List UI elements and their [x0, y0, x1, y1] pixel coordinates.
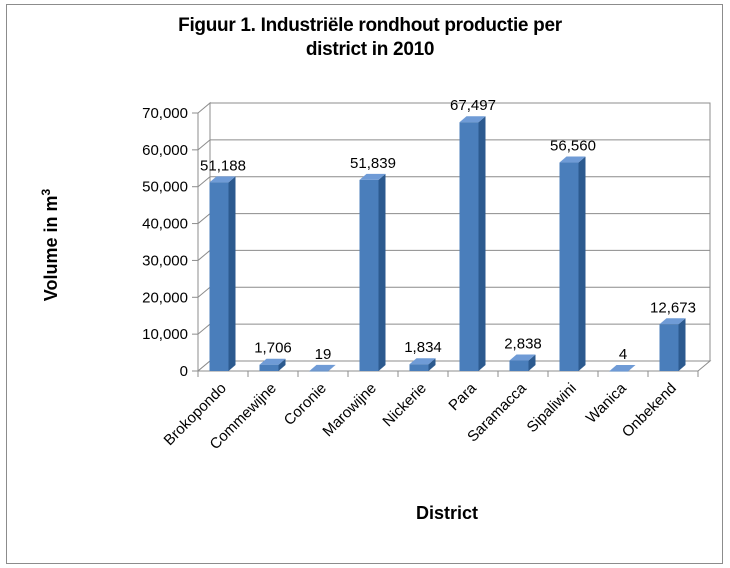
chart-title-line-1: Figuur 1. Industriële rondhout productie… [178, 15, 562, 36]
x-tick-label: Coronie [281, 380, 330, 429]
data-label: 2,838 [504, 336, 542, 353]
y-axis-title-superscript: 3 [39, 189, 53, 196]
bar-sipaliwini [559, 156, 586, 371]
gridline [197, 139, 710, 151]
y-tick-label: 0 [180, 363, 188, 380]
y-tick-label: 40,000 [142, 216, 188, 233]
bar-top [359, 173, 386, 180]
bar-front [509, 360, 529, 371]
data-labels: 51,188 1,706 19 51,839 1,834 67,497 2,838 56,56… [200, 97, 696, 363]
bar-top [659, 318, 686, 325]
bar-front [559, 162, 579, 371]
bar-front [409, 364, 429, 371]
data-label: 12,673 [650, 299, 696, 316]
y-axis-title: Volume in m3 [39, 189, 61, 302]
data-label: 4 [619, 346, 627, 363]
bar-wanica [609, 364, 636, 372]
bar-side [328, 364, 336, 371]
bar-top [609, 364, 636, 371]
y-tick-label: 50,000 [142, 179, 188, 196]
x-tick-label: Nickerie [379, 380, 429, 430]
data-label: 1,706 [254, 340, 292, 357]
data-label: 56,560 [550, 138, 596, 155]
bar-top [459, 116, 486, 123]
bar-saramacca [509, 354, 536, 371]
data-label: 1,834 [404, 339, 442, 356]
bar-front [459, 122, 479, 371]
bar-side [378, 173, 386, 371]
y-tick-label: 20,000 [142, 289, 188, 306]
bar-coronie [309, 364, 336, 372]
x-axis-title: District [416, 503, 478, 523]
chart-walls [196, 101, 712, 373]
bar-side [628, 364, 636, 371]
x-tick-label: Marowijne [319, 380, 379, 440]
bar-top [209, 176, 236, 183]
bar-top [259, 358, 286, 365]
bar-top [559, 156, 586, 163]
bar-side [278, 358, 286, 371]
y-tick-label: 60,000 [142, 142, 188, 159]
y-axis-ticks: 0 10,000 20,000 30,000 40,000 50,000 60,000 70,… [142, 105, 198, 380]
data-label: 67,497 [450, 97, 496, 114]
bar-top [509, 354, 536, 361]
data-label: 19 [315, 346, 332, 363]
gridline [197, 176, 710, 188]
bar-marowijne [359, 173, 386, 371]
bars [209, 116, 686, 372]
y-tick-label: 30,000 [142, 252, 188, 269]
bar-commewijne [259, 358, 286, 371]
bar-front [309, 370, 329, 372]
bar-side [428, 358, 436, 371]
y-axis-title-text: Volume in m [41, 196, 61, 302]
bar-nickerie [409, 358, 436, 371]
bar-brokopondo [209, 176, 236, 371]
data-label: 51,188 [200, 157, 246, 174]
bar-side [528, 354, 536, 371]
x-tick-label: Wanica [583, 379, 630, 426]
chart-title: Figuur 1. Industriële rondhout productie… [110, 14, 630, 62]
x-tick-label: Para [445, 379, 480, 414]
bar-front [359, 179, 379, 371]
bar-para [459, 116, 486, 371]
bar-onbekend [659, 318, 686, 371]
data-label: 51,839 [350, 155, 396, 172]
bar-side [478, 116, 486, 371]
bar-side [578, 156, 586, 371]
bar-front [609, 370, 629, 372]
bar-front [209, 182, 229, 371]
bar-side [678, 318, 686, 371]
bar-front [259, 364, 279, 371]
bar-side [228, 176, 236, 371]
side-wall [197, 101, 211, 373]
bar-top [309, 364, 336, 371]
chart-title-line-2: district in 2010 [305, 39, 435, 60]
y-tick-label: 70,000 [142, 105, 188, 122]
bar-front [659, 324, 679, 371]
x-tick-label: Sipaliwini [524, 380, 580, 436]
y-tick-label: 10,000 [142, 326, 188, 343]
bar-top [409, 358, 436, 365]
x-tick-label: Onbekend [619, 380, 680, 441]
